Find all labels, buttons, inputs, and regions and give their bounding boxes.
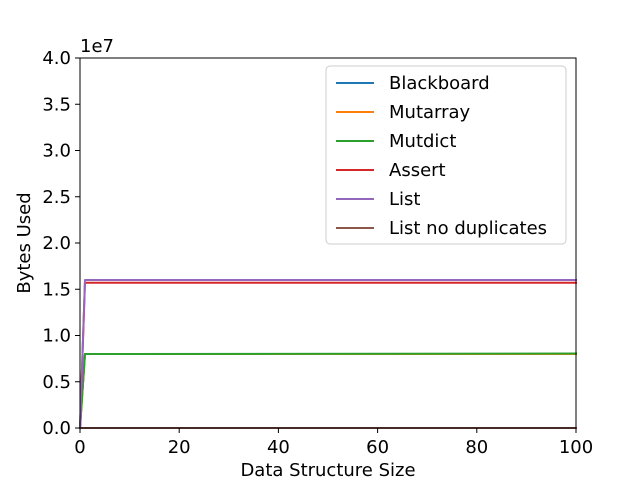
y-tick-label: 3.5 [42,94,71,115]
x-tick-label: 60 [366,437,389,458]
x-axis-title: Data Structure Size [240,460,415,480]
x-tick-label: 20 [168,437,191,458]
legend-label: List [389,189,420,210]
y-tick-label: 0.0 [42,418,71,439]
series-line-3 [78,281,577,430]
x-tick-label: 40 [267,437,290,458]
series-line-4 [78,279,577,430]
y-axis: 0.0 0.5 1.0 1.5 2.0 2.5 3.0 3.5 4.0 [42,48,80,439]
y-tick-label: 3.0 [42,141,71,162]
series-line-0 [78,353,577,430]
y-tick-label: 4.0 [42,48,71,69]
y-axis-title: Bytes Used [14,192,35,293]
legend-label: Assert [389,160,446,181]
series-layer [78,279,578,430]
legend-frame [325,65,567,245]
x-axis: 0 20 40 60 80 100 [74,428,593,458]
series-line-1 [78,353,577,430]
legend-label: List no duplicates [389,218,547,239]
legend: Blackboard Mutarray Mutdict Assert List List … [325,65,567,245]
y-offset-label: 1e7 [80,36,114,57]
y-tick-label: 2.5 [42,187,71,208]
x-tick-label: 0 [74,437,85,458]
y-tick-label: 2.0 [42,233,71,254]
y-tick-label: 1.5 [42,279,71,300]
series-line-2 [78,352,578,430]
x-tick-label: 80 [465,437,488,458]
y-tick-label: 1.0 [42,326,71,347]
x-tick-label: 100 [559,437,593,458]
legend-label: Mutdict [389,131,456,152]
legend-label: Blackboard [389,73,490,94]
y-tick-label: 0.5 [42,372,71,393]
legend-label: Mutarray [389,102,471,123]
